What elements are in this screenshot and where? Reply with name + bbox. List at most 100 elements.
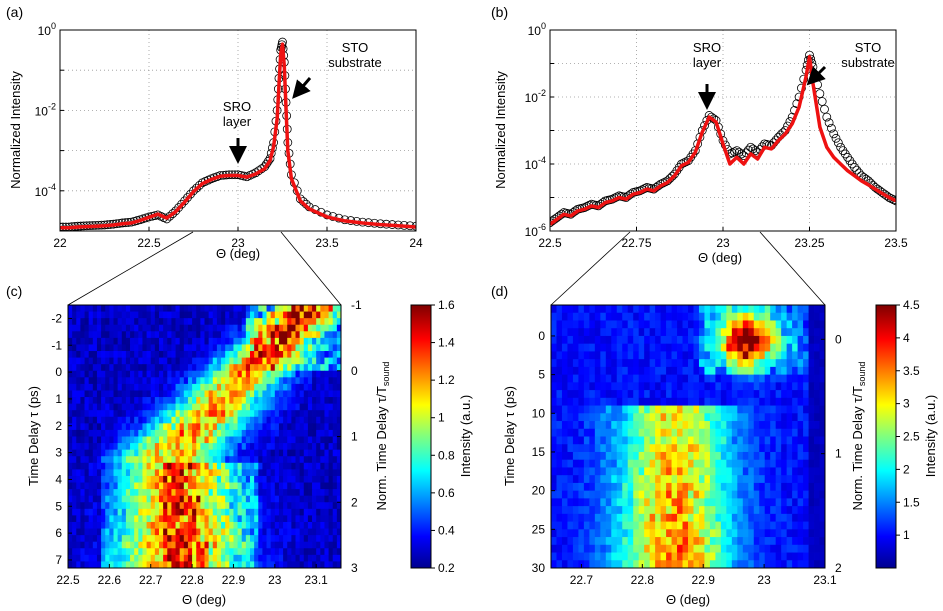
heatmap-cell [68, 528, 73, 536]
heatmap-cell [134, 535, 139, 543]
heatmap-cell [130, 305, 135, 312]
heatmap-cell [753, 421, 760, 430]
heatmap-cell [616, 490, 623, 499]
heatmap-cell [682, 359, 689, 368]
heatmap-cell [142, 305, 147, 312]
heatmap-cell [250, 469, 255, 477]
heatmap-cell [159, 436, 164, 444]
y-tick-label-exp: -4 [48, 182, 56, 192]
heatmap-cell [283, 495, 288, 503]
heatmap-cell [72, 344, 77, 352]
heatmap-cell [600, 451, 607, 461]
heatmap-cell [283, 462, 288, 470]
heatmap-cell [96, 495, 102, 503]
heatmap-cell [121, 423, 127, 431]
heatmap-cell [295, 462, 301, 470]
heatmap-cell [183, 344, 189, 352]
heatmap-cell [819, 482, 826, 492]
heatmap-cell [589, 521, 596, 530]
heatmap-cell [212, 383, 218, 391]
heatmap-cell [682, 413, 689, 422]
heatmap-cell [671, 382, 678, 391]
heatmap-cell [605, 444, 612, 453]
heatmap-cell [299, 456, 305, 464]
heatmap-cell [742, 444, 749, 453]
heatmap-cell [105, 528, 110, 536]
heatmap-cell [208, 397, 214, 405]
heatmap-cell [113, 311, 119, 319]
heatmap-cell [258, 390, 263, 398]
heatmap-cell [792, 428, 798, 437]
heatmap-cell [225, 462, 230, 470]
heatmap-cell [216, 475, 222, 483]
heatmap-cell [179, 331, 185, 339]
heatmap-cell [138, 331, 143, 339]
heatmap-cell [134, 502, 139, 510]
heatmap-cell [726, 366, 733, 376]
heatmap-cell [262, 337, 267, 345]
heatmap-cell [88, 482, 94, 490]
series-a [60, 37, 416, 231]
y-tick-label: 1 [55, 392, 62, 406]
heatmap-cell [814, 475, 820, 484]
heatmap-cell [154, 364, 160, 372]
heatmap-cell [572, 413, 579, 422]
heatmap-cell [644, 305, 651, 314]
heatmap-cell [726, 405, 733, 414]
heatmap-cell [105, 370, 110, 378]
y2-tick-label: 3 [351, 561, 358, 575]
heatmap-cell [109, 475, 114, 483]
heatmap-cell [578, 413, 585, 422]
heatmap-cell [101, 324, 106, 332]
heatmap-cell [567, 343, 574, 352]
heatmap-cell [134, 357, 139, 365]
heatmap-cell [605, 343, 612, 352]
series-b [550, 50, 896, 228]
heatmap-cell [241, 436, 247, 444]
heatmap-cell [68, 429, 73, 437]
heatmap-cell [130, 528, 135, 536]
heatmap-cell [589, 335, 596, 345]
heatmap-cell [671, 506, 678, 515]
heatmap-cell [258, 502, 263, 510]
heatmap-cell [171, 489, 176, 497]
heatmap-cell [142, 351, 147, 358]
heatmap-cell [187, 324, 193, 332]
heatmap-cell [109, 410, 114, 418]
heatmap-cell [109, 443, 114, 451]
heatmap-cell [146, 337, 152, 345]
heatmap-cell [644, 413, 651, 422]
heatmap-cell [303, 357, 309, 365]
heatmap-cell [556, 366, 563, 376]
colorbar-c [410, 304, 432, 569]
heatmap-cell [117, 469, 123, 477]
heatmap-cell [262, 528, 267, 536]
heatmap-cell [150, 561, 156, 569]
heatmap-cell [76, 495, 81, 503]
heatmap-cell [814, 529, 820, 538]
heatmap-cell [797, 560, 804, 569]
heatmap-cell [200, 410, 205, 418]
heatmap-cell [192, 482, 197, 490]
heatmap-cell [163, 318, 168, 326]
heatmap-cell [299, 489, 305, 497]
heatmap-cell [76, 515, 81, 523]
heatmap-cell [627, 351, 634, 360]
heatmap-cell [250, 508, 255, 516]
heatmap-cell [336, 410, 342, 418]
heatmap-cell [221, 318, 226, 326]
heatmap-cell [154, 541, 160, 549]
heatmap-cell [600, 521, 607, 530]
heatmap-cell [196, 462, 201, 470]
heatmap-cell [167, 561, 172, 569]
heatmap-cell [764, 351, 771, 360]
heatmap-cell [682, 490, 689, 499]
heatmap-cell [819, 320, 826, 329]
heatmap-cell [720, 444, 727, 453]
heatmap-cell [720, 312, 727, 321]
heatmap-cell [312, 410, 317, 418]
heatmap-cell [96, 489, 102, 497]
heatmap-cell [113, 489, 119, 497]
heatmap-cell [130, 443, 135, 451]
